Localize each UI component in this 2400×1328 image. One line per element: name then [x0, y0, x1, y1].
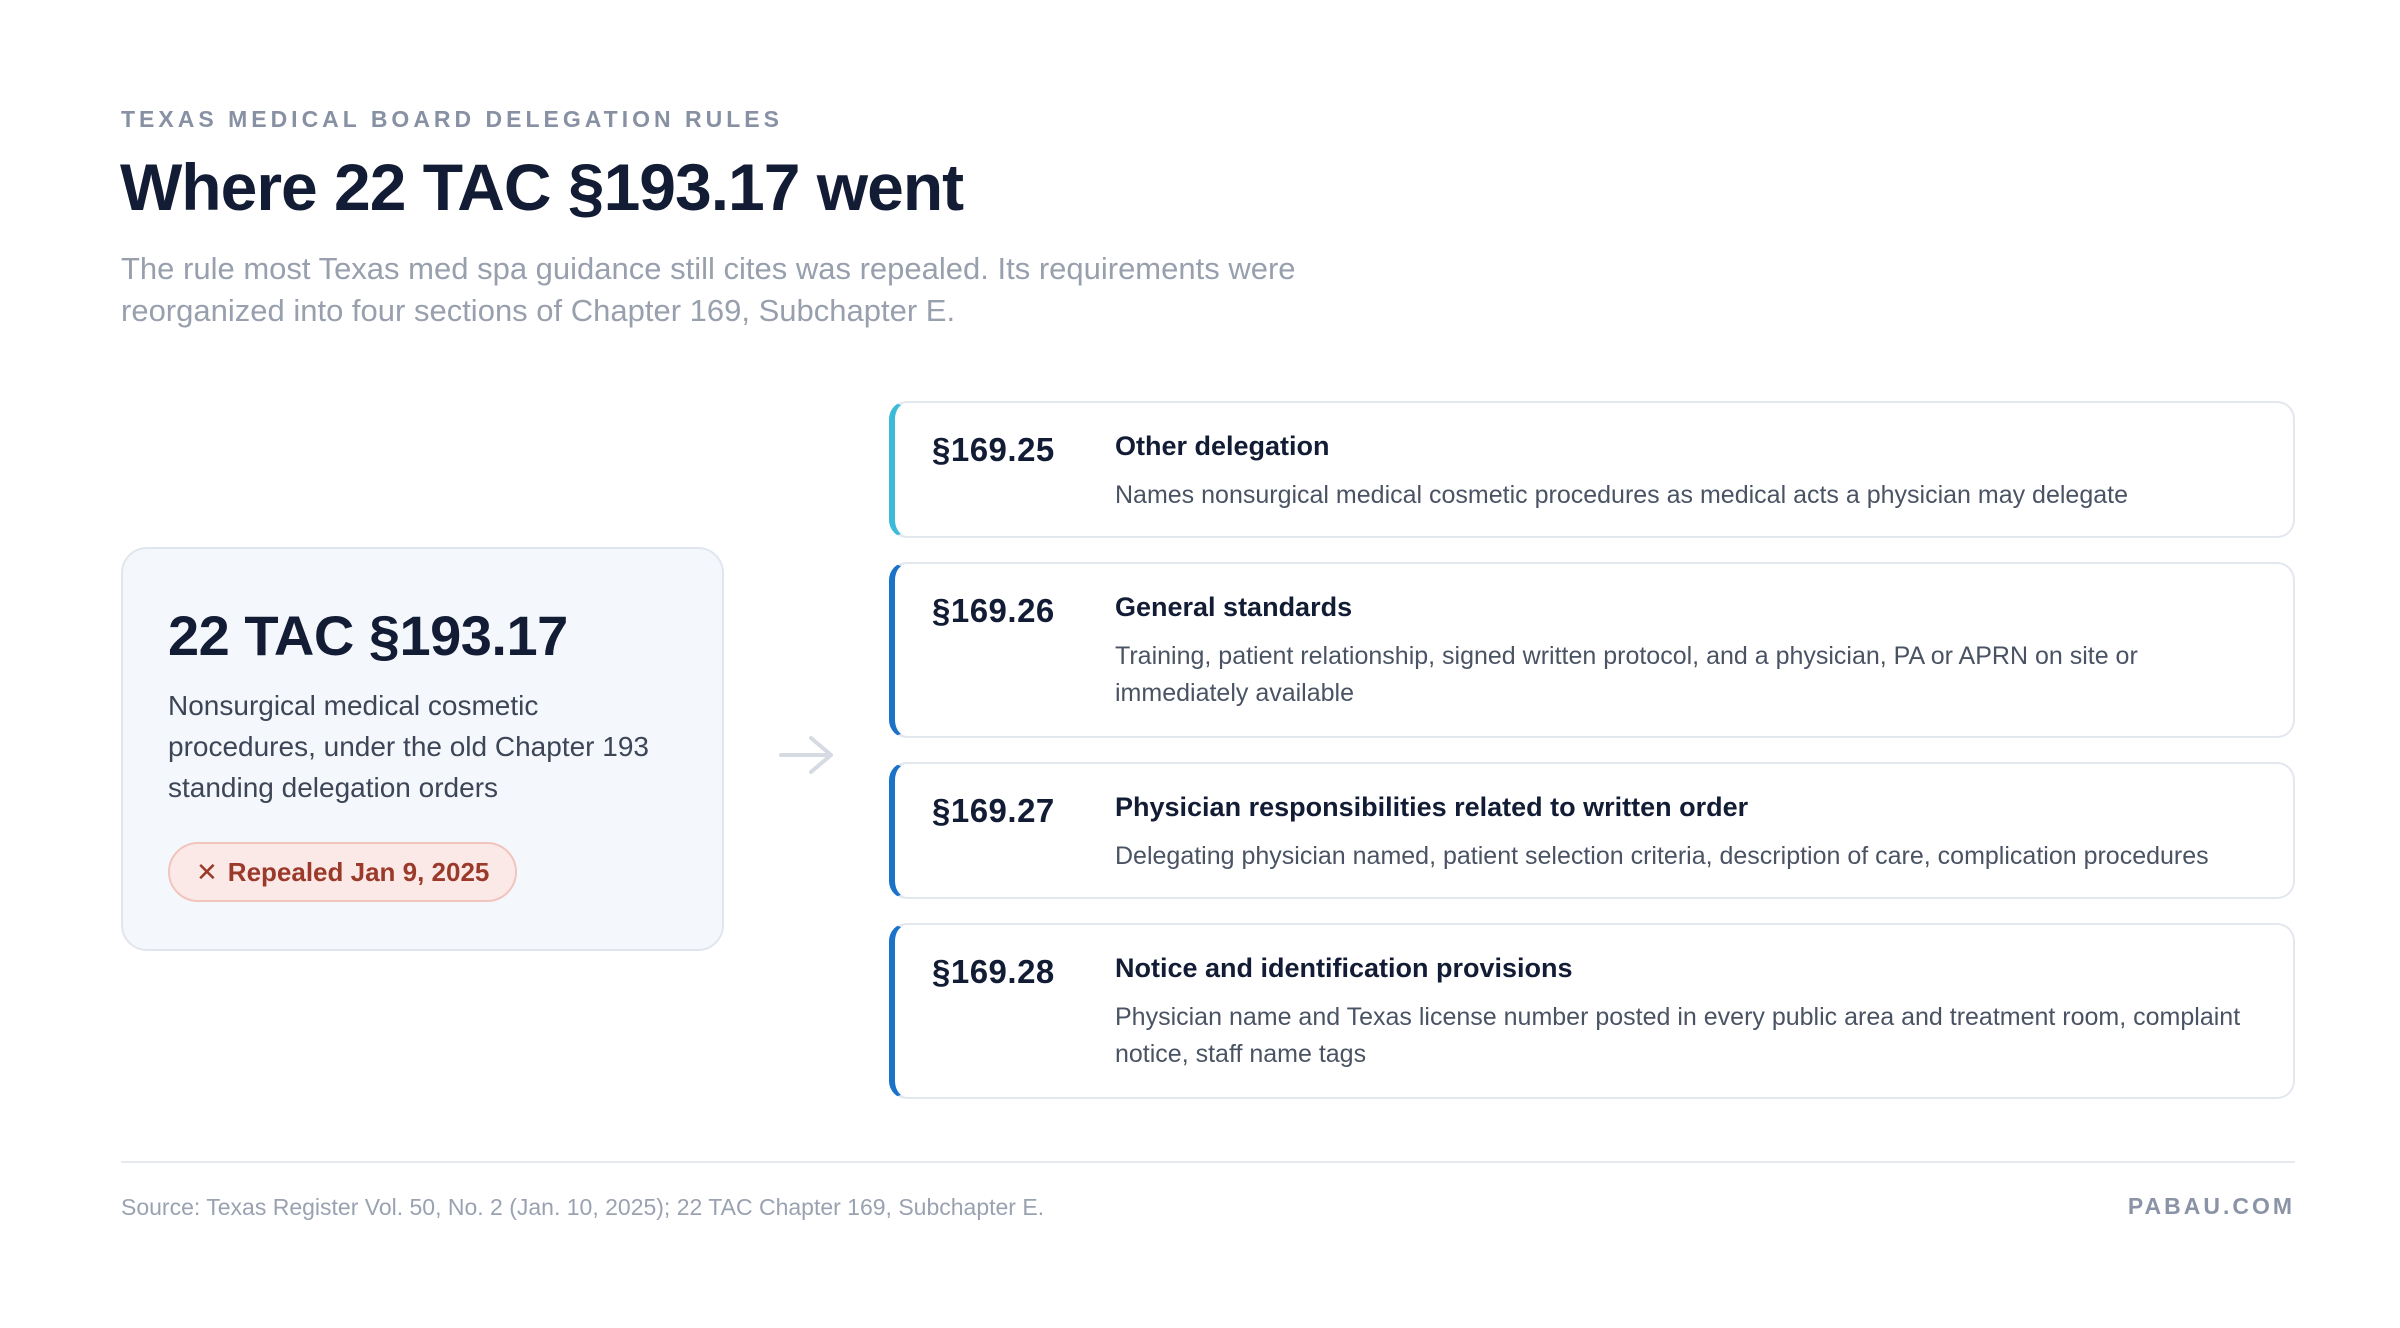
- section-card-169-27: §169.27 Physician responsibilities relat…: [889, 762, 2295, 899]
- repealed-rule-card: 22 TAC §193.17 Nonsurgical medical cosme…: [121, 547, 724, 951]
- section-code: §169.25: [932, 431, 1055, 468]
- page-subtitle: The rule most Texas med spa guidance sti…: [121, 251, 1296, 328]
- section-name: General standards: [1115, 592, 1353, 622]
- section-name: Other delegation: [1115, 431, 1330, 461]
- eyebrow-label: TEXAS MEDICAL BOARD DELEGATION RULES: [121, 106, 783, 132]
- section-description: Delegating physician named, patient sele…: [1115, 842, 2209, 870]
- section-description: Training, patient relationship, signed w…: [1115, 642, 2138, 707]
- repealed-rule-description: Nonsurgical medical cosmetic procedures,…: [168, 690, 649, 803]
- repealed-rule-code: 22 TAC §193.17: [168, 604, 568, 667]
- footer-divider: [121, 1161, 2295, 1163]
- section-code: §169.27: [932, 792, 1055, 829]
- section-description: Names nonsurgical medical cosmetic proce…: [1115, 481, 2128, 509]
- section-code: §169.28: [932, 953, 1055, 990]
- repealed-status-badge: ✕ Repealed Jan 9, 2025: [168, 842, 518, 902]
- section-card-169-26: §169.26 General standards Training, pati…: [889, 562, 2295, 738]
- section-name: Notice and identification provisions: [1115, 953, 1573, 983]
- brand-label: PABAU.COM: [2127, 1193, 2295, 1219]
- page-title: Where 22 TAC §193.17 went: [120, 150, 964, 224]
- section-card-169-25: §169.25 Other delegation Names nonsurgic…: [889, 401, 2295, 538]
- section-card-169-28: §169.28 Notice and identification provis…: [889, 923, 2295, 1099]
- close-icon: ✕: [196, 856, 218, 887]
- section-description: Physician name and Texas license number …: [1115, 1003, 2241, 1068]
- section-code: §169.26: [932, 592, 1055, 629]
- repealed-status-label: Repealed Jan 9, 2025: [227, 856, 490, 887]
- section-name: Physician responsibilities related to wr…: [1115, 792, 1749, 822]
- arrow-right-icon: [779, 736, 833, 774]
- source-citation: Source: Texas Register Vol. 50, No. 2 (J…: [121, 1194, 1045, 1220]
